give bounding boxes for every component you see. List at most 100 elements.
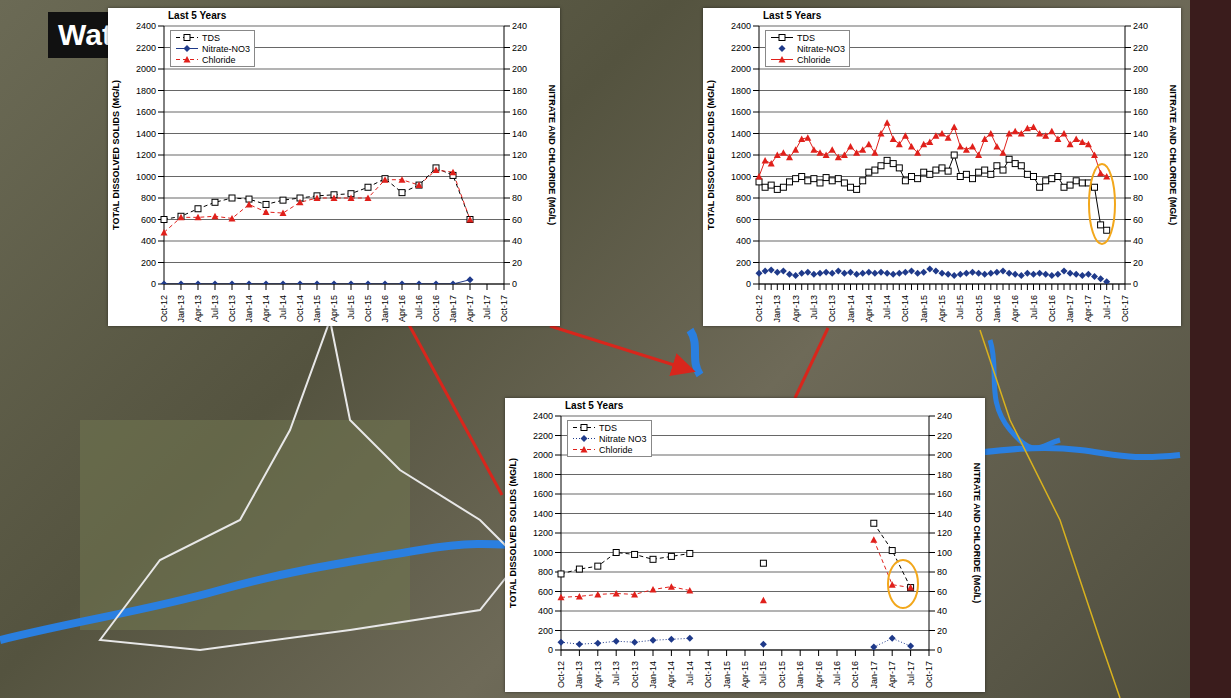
svg-text:600: 600 (538, 587, 553, 597)
svg-text:200: 200 (538, 626, 553, 636)
svg-text:40: 40 (512, 236, 522, 246)
svg-text:Oct-15: Oct-15 (777, 661, 787, 688)
svg-text:160: 160 (1133, 107, 1148, 117)
svg-text:60: 60 (512, 215, 522, 225)
svg-text:Apr-16: Apr-16 (1010, 295, 1020, 322)
svg-text:Oct-13: Oct-13 (227, 295, 237, 322)
svg-text:Apr-16: Apr-16 (397, 295, 407, 322)
svg-text:Jul-14: Jul-14 (882, 295, 892, 320)
svg-text:60: 60 (937, 587, 947, 597)
svg-text:1400: 1400 (533, 509, 553, 519)
svg-text:2200: 2200 (533, 431, 553, 441)
svg-text:2000: 2000 (533, 450, 553, 460)
svg-text:Jan-16: Jan-16 (795, 661, 805, 689)
svg-text:Jul-16: Jul-16 (832, 661, 842, 686)
svg-text:Oct-16: Oct-16 (1047, 295, 1057, 322)
svg-text:160: 160 (512, 107, 527, 117)
svg-text:Apr-13: Apr-13 (193, 295, 203, 322)
svg-text:Jul-15: Jul-15 (346, 295, 356, 320)
svg-text:Apr-15: Apr-15 (329, 295, 339, 322)
svg-text:2200: 2200 (136, 43, 156, 53)
svg-text:140: 140 (512, 129, 527, 139)
svg-text:Apr-13: Apr-13 (593, 661, 603, 688)
svg-text:Jul-16: Jul-16 (414, 295, 424, 320)
svg-text:Apr-15: Apr-15 (740, 661, 750, 688)
svg-text:80: 80 (937, 567, 947, 577)
svg-text:Jul-16: Jul-16 (1029, 295, 1039, 320)
svg-text:Jul-13: Jul-13 (809, 295, 819, 320)
svg-text:1000: 1000 (136, 172, 156, 182)
svg-text:Jul-17: Jul-17 (482, 295, 492, 320)
svg-text:80: 80 (512, 193, 522, 203)
svg-text:1800: 1800 (731, 86, 751, 96)
svg-text:800: 800 (736, 193, 751, 203)
svg-text:800: 800 (141, 193, 156, 203)
svg-text:Jan-13: Jan-13 (176, 295, 186, 323)
svg-text:TOTAL DISSOLVED SOLIDS (MG/L): TOTAL DISSOLVED SOLIDS (MG/L) (706, 80, 716, 230)
svg-text:Apr-14: Apr-14 (261, 295, 271, 322)
svg-text:180: 180 (1133, 86, 1148, 96)
svg-text:140: 140 (1133, 129, 1148, 139)
svg-text:240: 240 (512, 21, 527, 31)
svg-text:Apr-14: Apr-14 (864, 295, 874, 322)
svg-text:Jan-17: Jan-17 (1065, 295, 1075, 323)
svg-text:Oct-15: Oct-15 (363, 295, 373, 322)
svg-text:NITRATE AND CHLORIDE (MG/L): NITRATE AND CHLORIDE (MG/L) (972, 463, 982, 603)
svg-text:1000: 1000 (533, 548, 553, 558)
svg-text:200: 200 (512, 64, 527, 74)
svg-text:Oct-14: Oct-14 (295, 295, 305, 322)
svg-text:200: 200 (937, 450, 952, 460)
svg-text:20: 20 (937, 626, 947, 636)
svg-text:Apr-16: Apr-16 (814, 661, 824, 688)
svg-text:Jan-15: Jan-15 (919, 295, 929, 323)
svg-text:100: 100 (937, 548, 952, 558)
svg-text:Jul-13: Jul-13 (210, 295, 220, 320)
svg-text:1400: 1400 (731, 129, 751, 139)
svg-text:Jan-13: Jan-13 (772, 295, 782, 323)
svg-text:NITRATE AND CHLORIDE (MG/L): NITRATE AND CHLORIDE (MG/L) (1168, 85, 1178, 225)
svg-text:1000: 1000 (731, 172, 751, 182)
svg-text:20: 20 (512, 258, 522, 268)
svg-text:Jul-14: Jul-14 (278, 295, 288, 320)
svg-text:Jan-15: Jan-15 (312, 295, 322, 323)
svg-text:160: 160 (937, 489, 952, 499)
svg-text:120: 120 (1133, 150, 1148, 160)
svg-text:Jan-14: Jan-14 (648, 661, 658, 689)
svg-text:Jan-14: Jan-14 (846, 295, 856, 323)
svg-text:1600: 1600 (533, 489, 553, 499)
svg-text:Oct-17: Oct-17 (924, 661, 934, 688)
svg-text:0: 0 (512, 279, 517, 289)
svg-text:0: 0 (548, 645, 553, 655)
svg-text:0: 0 (151, 279, 156, 289)
svg-text:2400: 2400 (533, 411, 553, 421)
svg-text:Jan-17: Jan-17 (448, 295, 458, 323)
svg-text:Jul-17: Jul-17 (1102, 295, 1112, 320)
svg-text:1600: 1600 (136, 107, 156, 117)
svg-text:120: 120 (512, 150, 527, 160)
svg-text:Oct-17: Oct-17 (1120, 295, 1130, 322)
svg-text:Oct-12: Oct-12 (159, 295, 169, 322)
svg-text:Jan-16: Jan-16 (992, 295, 1002, 323)
svg-text:200: 200 (141, 258, 156, 268)
svg-text:2200: 2200 (731, 43, 751, 53)
svg-text:0: 0 (746, 279, 751, 289)
svg-text:100: 100 (1133, 172, 1148, 182)
svg-text:Apr-17: Apr-17 (1083, 295, 1093, 322)
svg-text:0: 0 (937, 645, 942, 655)
svg-text:1800: 1800 (136, 86, 156, 96)
svg-text:Jul-15: Jul-15 (758, 661, 768, 686)
svg-text:Oct-12: Oct-12 (754, 295, 764, 322)
svg-text:40: 40 (937, 606, 947, 616)
svg-text:Jan-15: Jan-15 (722, 661, 732, 689)
svg-text:Jan-14: Jan-14 (244, 295, 254, 323)
svg-text:0: 0 (1133, 279, 1138, 289)
svg-text:2000: 2000 (136, 64, 156, 74)
svg-text:Apr-14: Apr-14 (666, 661, 676, 688)
svg-text:600: 600 (141, 215, 156, 225)
svg-text:Oct-13: Oct-13 (827, 295, 837, 322)
svg-text:200: 200 (1133, 64, 1148, 74)
svg-text:1800: 1800 (533, 470, 553, 480)
svg-text:240: 240 (937, 411, 952, 421)
svg-text:1200: 1200 (533, 528, 553, 538)
svg-text:400: 400 (141, 236, 156, 246)
